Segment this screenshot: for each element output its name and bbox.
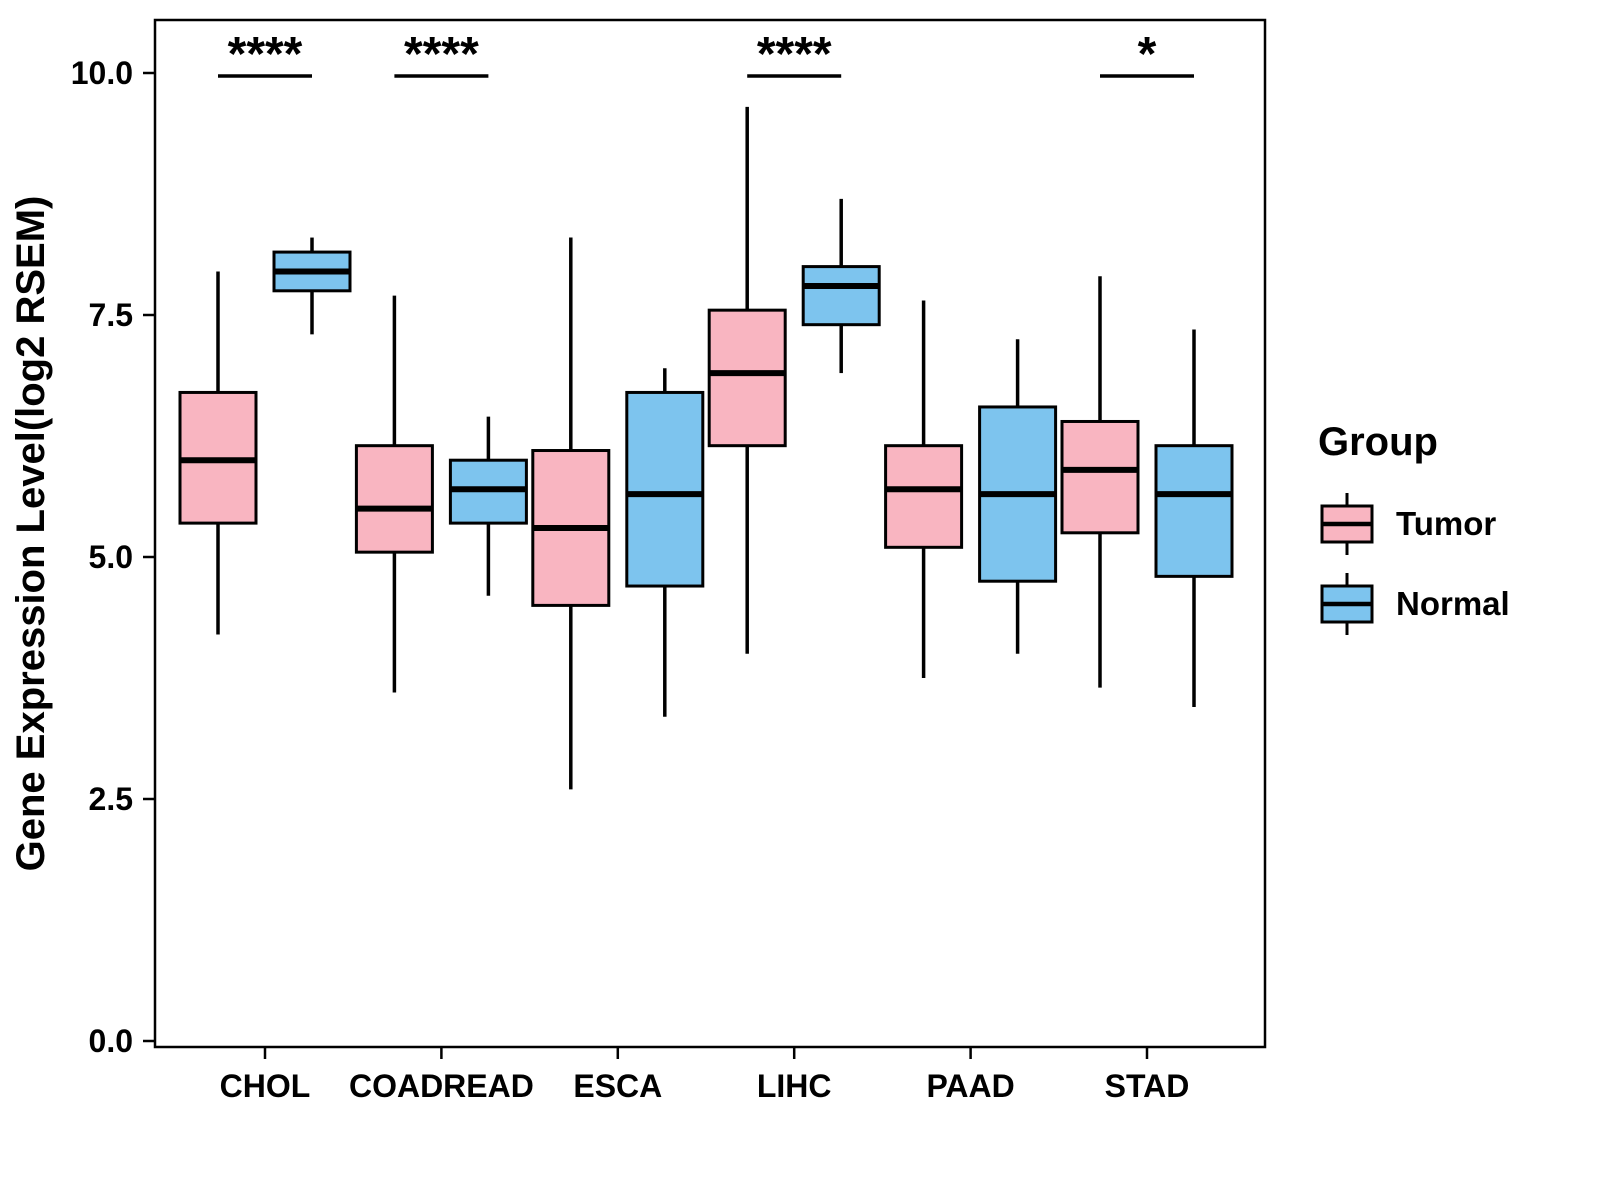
y-tick-label: 0.0 — [89, 1023, 133, 1059]
y-tick-label: 2.5 — [89, 781, 133, 817]
tumor-box-paad — [884, 444, 964, 549]
normal-box-esca — [625, 390, 705, 588]
normal-boxplot-key-icon — [1320, 573, 1374, 635]
y-tick-label: 10.0 — [71, 55, 133, 91]
panel-border — [153, 18, 1267, 1049]
tumor-box-stad — [1060, 419, 1140, 535]
significance-label-lihc: **** — [757, 28, 832, 81]
legend-title: Group — [1318, 420, 1438, 464]
x-axis-label-paad: PAAD — [926, 1068, 1014, 1104]
normal-box-lihc — [801, 265, 881, 327]
tumor-box-coadread — [354, 444, 434, 554]
y-tick-label: 7.5 — [89, 297, 133, 333]
x-axis-label-lihc: LIHC — [757, 1068, 832, 1104]
y-tick-label: 5.0 — [89, 539, 133, 575]
legend-label-tumor: Tumor — [1396, 505, 1497, 542]
x-axis-label-stad: STAD — [1105, 1068, 1190, 1104]
significance-label-coadread: **** — [404, 28, 479, 81]
x-axis-label-coadread: COADREAD — [349, 1068, 534, 1104]
normal-box-stad — [1154, 444, 1234, 578]
significance-label-stad: * — [1138, 28, 1157, 81]
x-axis-label-esca: ESCA — [573, 1068, 662, 1104]
legend-entry-tumor: Tumor — [1318, 491, 1510, 557]
x-axis-label-chol: CHOL — [220, 1068, 311, 1104]
legend-label-normal: Normal — [1396, 585, 1510, 622]
tumor-box-lihc — [707, 308, 787, 448]
legend-entry-normal: Normal — [1318, 571, 1510, 637]
legend: Group Tumor Normal — [1318, 420, 1510, 651]
significance-label-chol: **** — [228, 28, 303, 81]
tumor-boxplot-key-icon — [1320, 493, 1374, 555]
y-axis-title: Gene Expression Level(log2 RSEM) — [9, 196, 53, 872]
